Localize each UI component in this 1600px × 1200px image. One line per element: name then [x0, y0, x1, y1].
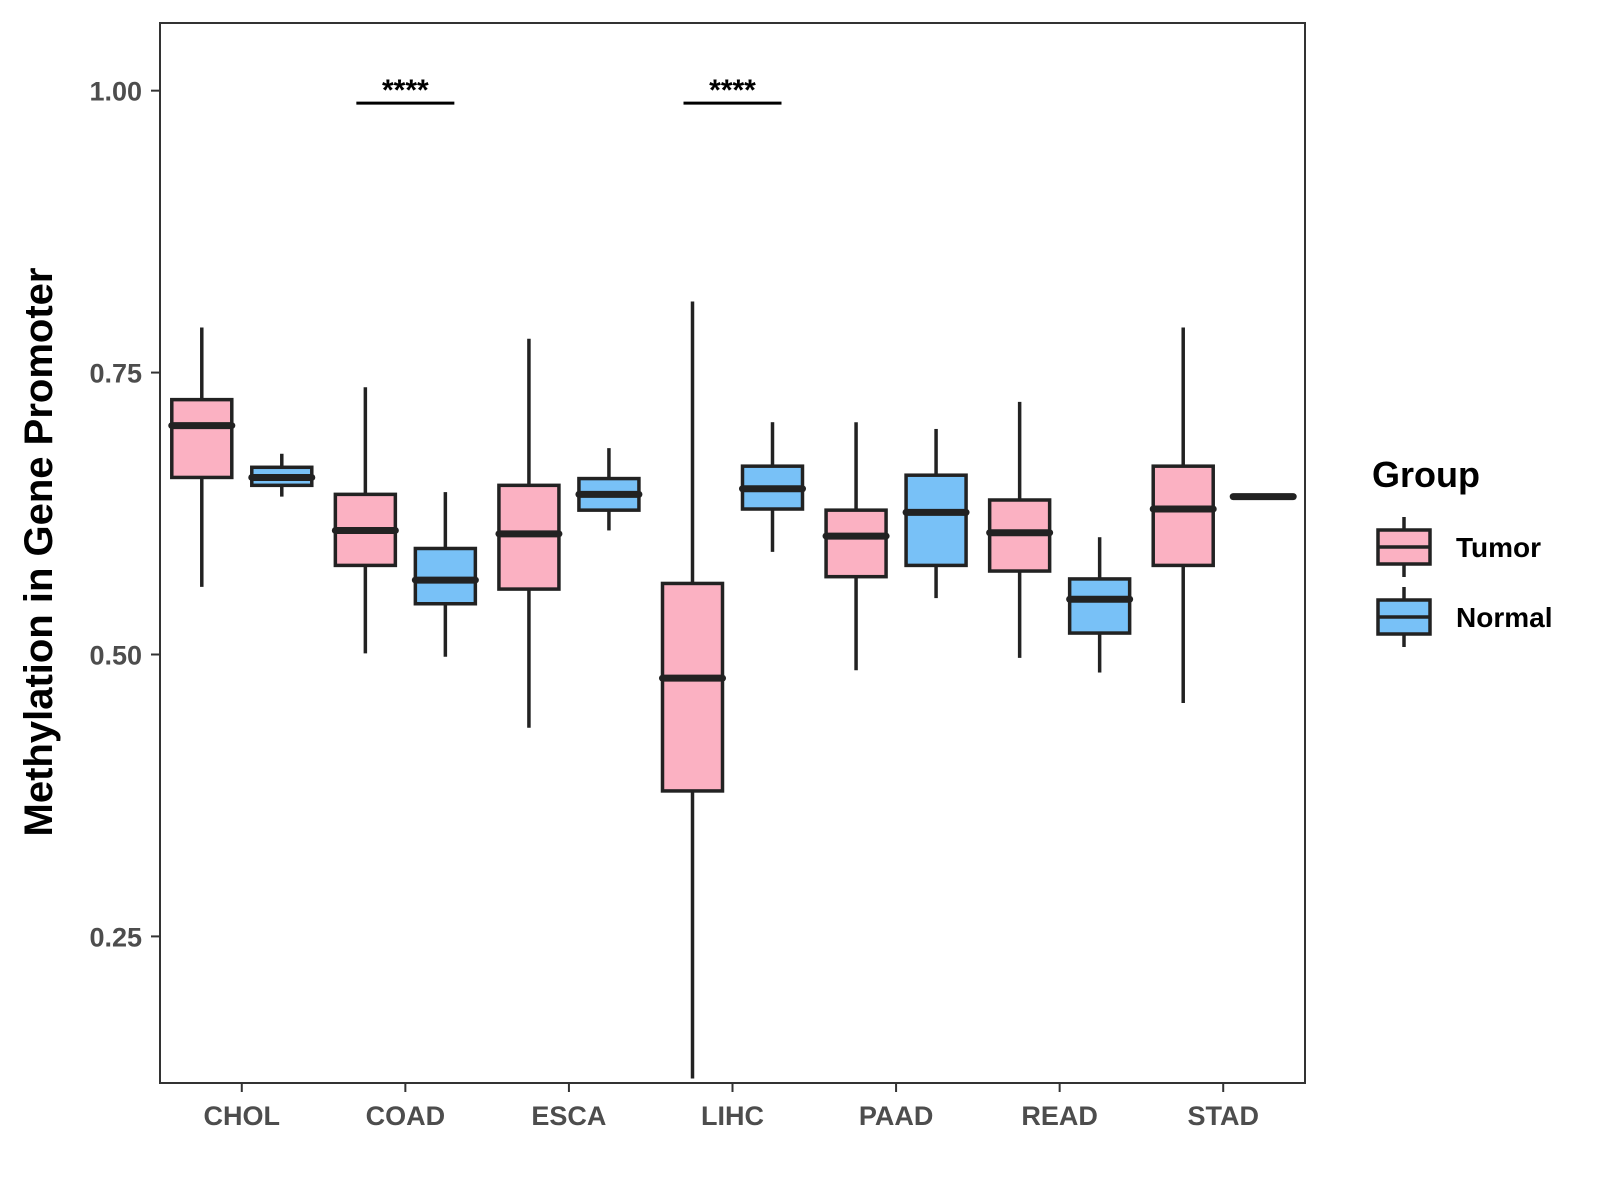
legend: Group Tumor Normal — [1372, 454, 1552, 647]
x-tick-label: READ — [1021, 1101, 1098, 1131]
y-tick-label: 0.25 — [89, 922, 142, 952]
iqr-box-tumor-lihc — [660, 581, 725, 793]
box-tumor-read — [986, 401, 1054, 658]
iqr-box-tumor-stad — [1151, 464, 1215, 568]
x-tick-label: CHOL — [204, 1101, 281, 1131]
x-tick-label: STAD — [1187, 1101, 1259, 1131]
boxes-layer — [168, 301, 1297, 1079]
panel-border — [159, 22, 1306, 1084]
box-tumor-paad — [822, 422, 890, 671]
x-tick-label: COAD — [366, 1101, 446, 1131]
legend-item-normal: Normal — [1376, 587, 1552, 647]
y-tick-label: 1.00 — [89, 77, 142, 107]
y-axis-title: Methylation in Gene Promoter — [17, 268, 61, 837]
legend-items: Tumor Normal — [1376, 517, 1552, 647]
y-tick-label: 0.75 — [89, 359, 142, 389]
axes-layer: 0.25 0.50 0.75 1.00 CHOL COAD ESCA LIHC PAAD READ… — [89, 22, 1306, 1131]
legend-label-normal: Normal — [1456, 602, 1552, 633]
box-normal-lihc — [739, 422, 806, 552]
legend-label-tumor: Tumor — [1456, 532, 1541, 563]
box-normal-paad — [902, 428, 970, 599]
annotations-layer: **** **** — [356, 74, 782, 107]
box-tumor-chol — [168, 327, 236, 587]
x-tick-label: LIHC — [701, 1101, 764, 1131]
box-tumor-esca — [495, 338, 563, 728]
iqr-box-tumor-paad — [824, 508, 888, 579]
y-tick-label: 0.50 — [89, 640, 142, 670]
box-tumor-coad — [331, 387, 399, 654]
x-tick-label: ESCA — [531, 1101, 606, 1131]
iqr-box-normal-paad — [904, 473, 968, 568]
box-normal-esca — [575, 448, 643, 531]
significance-label: **** — [709, 74, 756, 107]
iqr-box-normal-coad — [413, 546, 478, 606]
box-tumor-lihc — [659, 301, 726, 1079]
box-tumor-stad — [1149, 327, 1217, 703]
significance-lihc: **** — [683, 74, 782, 107]
legend-title: Group — [1372, 454, 1480, 495]
iqr-box-normal-read — [1067, 577, 1132, 635]
box-normal-chol — [248, 453, 316, 497]
significance-label: **** — [382, 74, 429, 107]
iqr-box-tumor-chol — [170, 397, 234, 480]
legend-item-tumor: Tumor — [1376, 517, 1541, 577]
box-normal-coad — [411, 492, 479, 657]
significance-coad: **** — [356, 74, 455, 107]
box-normal-read — [1066, 537, 1134, 673]
x-tick-label: PAAD — [859, 1101, 934, 1131]
